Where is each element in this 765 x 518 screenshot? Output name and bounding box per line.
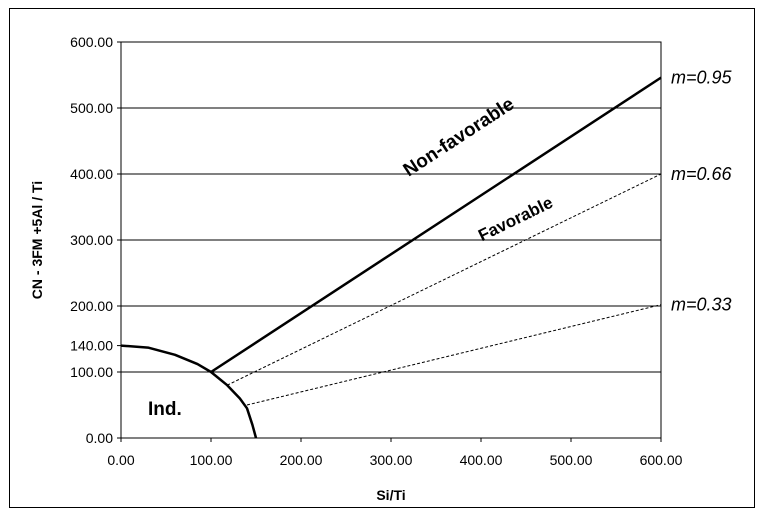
y-tick-label: 600.00 [70,34,113,50]
y-axis-title: CN - 3FM +5Al / Ti [29,181,45,299]
x-tick-label: 500.00 [550,452,593,468]
x-tick-label: 200.00 [280,452,323,468]
x-tick-label: 100.00 [190,452,233,468]
x-axis-title: Si/Ti [376,487,405,503]
y-tick-label: 140.00 [70,338,113,354]
series-lines [120,76,662,439]
y-tick-label: 500.00 [70,100,113,116]
x-tick-label: 400.00 [460,452,503,468]
y-tick-label: 400.00 [70,166,113,182]
y-tick-label: 0.00 [86,430,113,446]
y-tick-label: 100.00 [70,364,113,380]
series-line-m033 [246,304,662,406]
x-tick-label: 0.00 [107,452,134,468]
y-tick-labels: 0.00 100.00 140.00 200.00 300.00 400.00 500.00… [70,34,121,446]
boundary-curve [120,344,258,439]
series-line-m095 [210,76,662,374]
y-tick-label: 200.00 [70,298,113,314]
y-tick-label: 300.00 [70,232,113,248]
indeterminate-label: Ind. [148,399,182,420]
series-line-m066 [226,173,662,386]
slope-label: m=0.33 [671,295,732,315]
slope-label: m=0.66 [671,164,733,184]
x-tick-labels: 0.00 100.00 200.00 300.00 400.00 500.00 600.00 [107,438,683,468]
x-tick-label: 600.00 [640,452,683,468]
x-tick-label: 300.00 [370,452,413,468]
slope-label: m=0.95 [671,68,733,88]
